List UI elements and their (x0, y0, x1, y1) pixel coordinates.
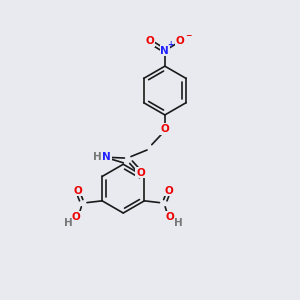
Text: O: O (176, 36, 185, 46)
Text: N: N (160, 46, 169, 56)
Text: O: O (166, 212, 175, 222)
Text: O: O (136, 168, 145, 178)
Text: O: O (73, 186, 82, 196)
Text: +: + (167, 40, 174, 49)
Text: O: O (72, 212, 81, 222)
Text: O: O (165, 186, 173, 196)
Text: O: O (160, 124, 169, 134)
Text: H: H (64, 218, 73, 228)
Text: −: − (185, 31, 191, 40)
Text: H: H (93, 152, 102, 161)
Text: O: O (145, 36, 154, 46)
Text: H: H (174, 218, 183, 228)
Text: N: N (102, 152, 111, 162)
